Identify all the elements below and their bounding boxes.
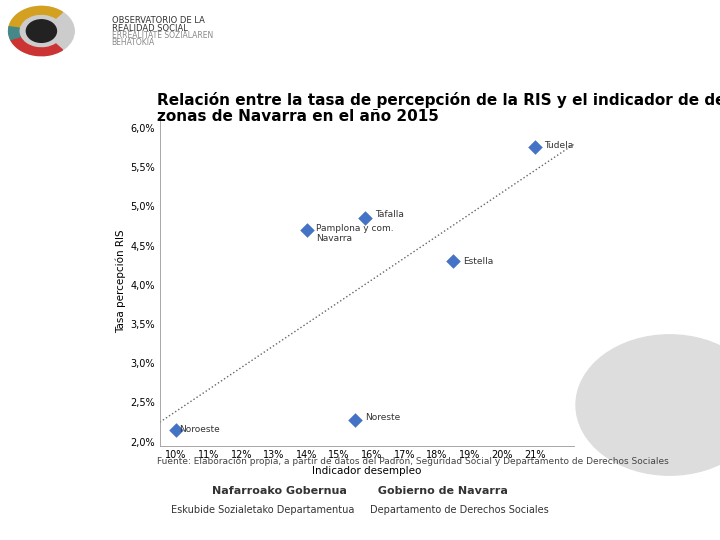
Circle shape [9,6,74,56]
Text: Tudela: Tudela [544,140,574,150]
Wedge shape [9,27,20,39]
Y-axis label: Tasa percepción RIS: Tasa percepción RIS [116,229,126,333]
Point [359,214,371,222]
Text: Nafarroako Gobernua        Gobierno de Navarra: Nafarroako Gobernua Gobierno de Navarra [212,486,508,496]
Text: Pamplona y com.
Navarra: Pamplona y com. Navarra [316,224,394,244]
Point [447,257,459,266]
Text: Eskubide Sozialetako Departamentua     Departamento de Derechos Sociales: Eskubide Sozialetako Departamentua Depar… [171,505,549,515]
X-axis label: Indicador desempleo: Indicador desempleo [312,466,421,476]
Text: Estella: Estella [463,256,493,266]
Text: BEHATOKIA: BEHATOKIA [112,38,155,48]
Wedge shape [11,37,63,56]
Point [171,426,182,434]
Text: OBSERVATORIO DE LA: OBSERVATORIO DE LA [112,16,204,25]
Circle shape [27,20,56,42]
Text: REALIDAD SOCIAL: REALIDAD SOCIAL [112,24,187,33]
Text: Noroeste: Noroeste [179,426,220,434]
Text: zonas de Navarra en el año 2015: zonas de Navarra en el año 2015 [157,109,438,124]
Wedge shape [9,6,63,28]
Point [529,143,541,152]
Text: ERREALITATE SOZIALAREN: ERREALITATE SOZIALAREN [112,31,213,40]
Text: Fuente: Elaboración propia, a partir de datos del Padrón, Seguridad Social y Dep: Fuente: Elaboración propia, a partir de … [157,457,669,467]
Text: Noreste: Noreste [365,413,400,422]
Point [350,415,361,424]
Text: Relación entre la tasa de percepción de la RIS y el indicador de desempleo, por: Relación entre la tasa de percepción de … [157,92,720,108]
Text: Tafalla: Tafalla [375,210,404,219]
Point [301,226,312,234]
